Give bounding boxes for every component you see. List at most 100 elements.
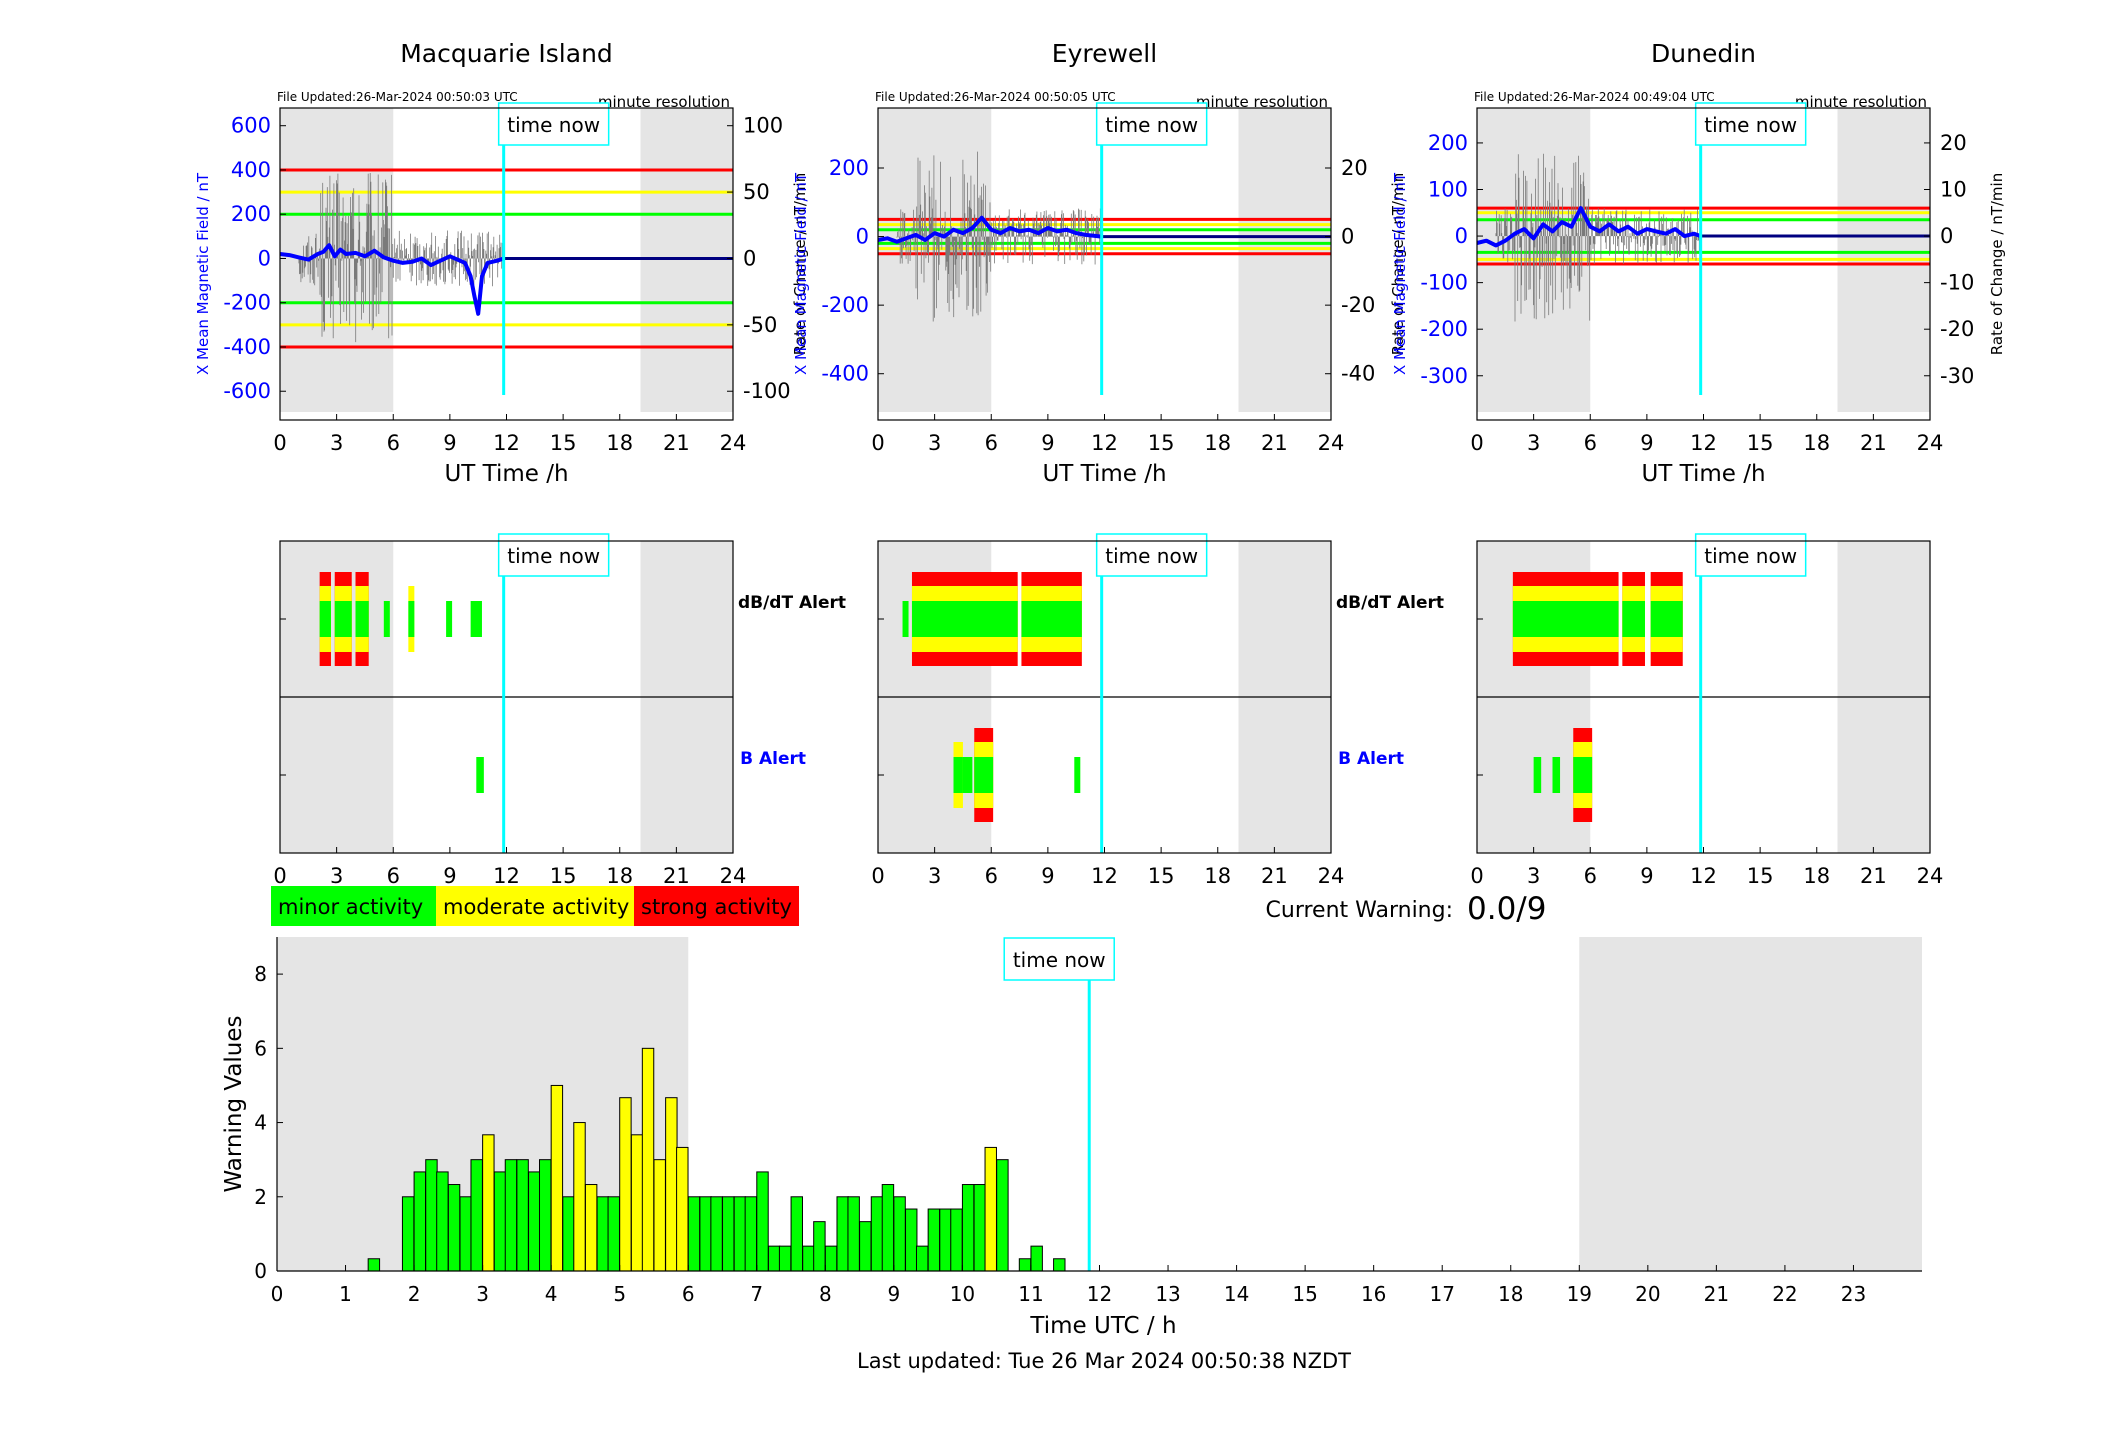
bottom-x-axis-label: Time UTC / h	[1029, 1313, 1176, 1339]
warning-bar	[573, 1122, 586, 1272]
file-updated: File Updated:26-Mar-2024 00:49:04 UTC	[1474, 90, 1715, 104]
warning-bar	[847, 1196, 860, 1272]
warning-bar	[493, 1171, 507, 1272]
time-now-top-label: time now	[1704, 113, 1797, 137]
y-axis-label-left: X Mean Magnetic Field / nT	[194, 172, 212, 375]
time-now-alert-label: time now	[507, 544, 600, 568]
x-tick-label: 15	[550, 431, 577, 455]
warning-bar	[641, 1047, 655, 1272]
warning-bar	[413, 1171, 427, 1272]
station-title: Macquarie Island	[400, 39, 613, 68]
warning-bar	[996, 1159, 1009, 1272]
warning-bar	[687, 1196, 701, 1272]
bottom-x-tick-label: 18	[1498, 1282, 1523, 1306]
alert-x-tick-label: 9	[1041, 864, 1054, 888]
b-alert-bar-minor	[1552, 757, 1561, 793]
x-tick-label: 18	[1803, 431, 1830, 455]
warning-bar	[584, 1184, 598, 1272]
y-tick-label-left: 0	[1455, 224, 1468, 248]
warning-bar	[836, 1196, 849, 1272]
alert-x-tick-label: 12	[493, 864, 520, 888]
warning-bar	[504, 1159, 518, 1272]
warning-bar	[550, 1084, 564, 1272]
station-title: Dunedin	[1651, 39, 1756, 68]
alert-x-tick-label: 15	[550, 864, 577, 888]
alert-x-tick-label: 9	[1640, 864, 1653, 888]
x-tick-label: 24	[1917, 431, 1944, 455]
y-tick-label-left: -200	[821, 293, 869, 317]
warning-bar	[915, 1245, 929, 1272]
warning-bar	[676, 1146, 689, 1272]
b-alert-label: B Alert	[740, 749, 806, 769]
warning-bar	[824, 1245, 838, 1272]
rate-of-change-trace	[298, 173, 503, 343]
x-tick-label: 21	[1860, 431, 1887, 455]
warning-bar	[870, 1196, 884, 1272]
warning-bar	[630, 1134, 644, 1272]
b-alert-bar-minor	[953, 757, 963, 793]
warning-bar	[733, 1196, 747, 1272]
y-tick-label-left: -400	[223, 335, 271, 359]
station-panel-2: Eyrewell File Updated:26-Mar-2024 00:50:0…	[792, 39, 1444, 888]
warning-bar	[401, 1196, 415, 1272]
legend-swatch-2	[634, 886, 799, 926]
y-tick-label-left: 0	[856, 225, 869, 249]
x-tick-label: 15	[1747, 431, 1774, 455]
night-shade-1	[1238, 108, 1331, 412]
x-tick-label: 6	[985, 431, 998, 455]
station-panel-1: Macquarie Island File Updated:26-Mar-2024…	[194, 39, 846, 888]
legend-label-1: moderate activity	[443, 895, 629, 919]
y-tick-label-left: 100	[1428, 177, 1468, 201]
warning-bar	[859, 1221, 872, 1272]
warning-bar	[470, 1159, 483, 1272]
alert-x-tick-label: 12	[1690, 864, 1717, 888]
bottom-x-tick-label: 11	[1018, 1282, 1043, 1306]
warning-bar	[1018, 1258, 1032, 1272]
bottom-x-tick-label: 20	[1635, 1282, 1660, 1306]
x-tick-label: 9	[1041, 431, 1054, 455]
bottom-y-axis-label: Warning Values	[221, 1015, 247, 1192]
time-now-alert-label: time now	[1105, 544, 1198, 568]
warning-bar	[447, 1184, 461, 1272]
x-tick-label: 24	[1318, 431, 1345, 455]
y-tick-label-right: 0	[1341, 225, 1354, 249]
y-tick-label-left: -200	[223, 291, 271, 315]
dbdt-alert-bar-minor	[470, 601, 482, 637]
time-now-top-label: time now	[1105, 113, 1198, 137]
x-tick-label: 3	[330, 431, 343, 455]
bottom-x-tick-label: 1	[339, 1282, 352, 1306]
x-tick-label: 9	[1640, 431, 1653, 455]
y-tick-label-right: -20	[1341, 293, 1375, 317]
alert-x-tick-label: 21	[1860, 864, 1887, 888]
warning-bar	[813, 1221, 826, 1272]
alert-x-tick-label: 21	[1261, 864, 1288, 888]
alert-x-tick-label: 3	[928, 864, 941, 888]
alert-x-tick-label: 18	[1803, 864, 1830, 888]
dbdt-alert-label: dB/dT Alert	[1336, 593, 1444, 613]
y-tick-label-left: 200	[1428, 131, 1468, 155]
time-now-top-box	[1095, 102, 1208, 146]
y-axis-label-left: X Mean Magnetic Field / nT	[792, 172, 810, 375]
warning-bar	[562, 1196, 575, 1272]
x-tick-label: 0	[871, 431, 884, 455]
resolution-label: minute resolution	[598, 93, 730, 111]
x-tick-label: 0	[1470, 431, 1483, 455]
dbdt-alert-bar-minor	[334, 601, 352, 637]
x-tick-label: 9	[443, 431, 456, 455]
resolution-label: minute resolution	[1196, 93, 1328, 111]
bottom-y-tick-label: 6	[254, 1036, 267, 1060]
current-warning-value: 0.0/9	[1467, 891, 1546, 927]
warning-bar	[528, 1171, 541, 1272]
x-tick-label: 18	[606, 431, 633, 455]
alert-x-tick-label: 24	[1318, 864, 1345, 888]
bottom-x-tick-label: 8	[819, 1282, 832, 1306]
alert-x-tick-label: 24	[1917, 864, 1944, 888]
y-tick-label-right: 100	[743, 114, 783, 138]
alert-x-tick-label: 15	[1148, 864, 1175, 888]
y-tick-label-left: 200	[829, 156, 869, 180]
warning-bar	[802, 1245, 815, 1272]
bottom-x-tick-label: 14	[1224, 1282, 1249, 1306]
y-tick-label-right: -40	[1341, 362, 1375, 386]
x-tick-label: 12	[1091, 431, 1118, 455]
bottom-x-tick-label: 22	[1772, 1282, 1797, 1306]
